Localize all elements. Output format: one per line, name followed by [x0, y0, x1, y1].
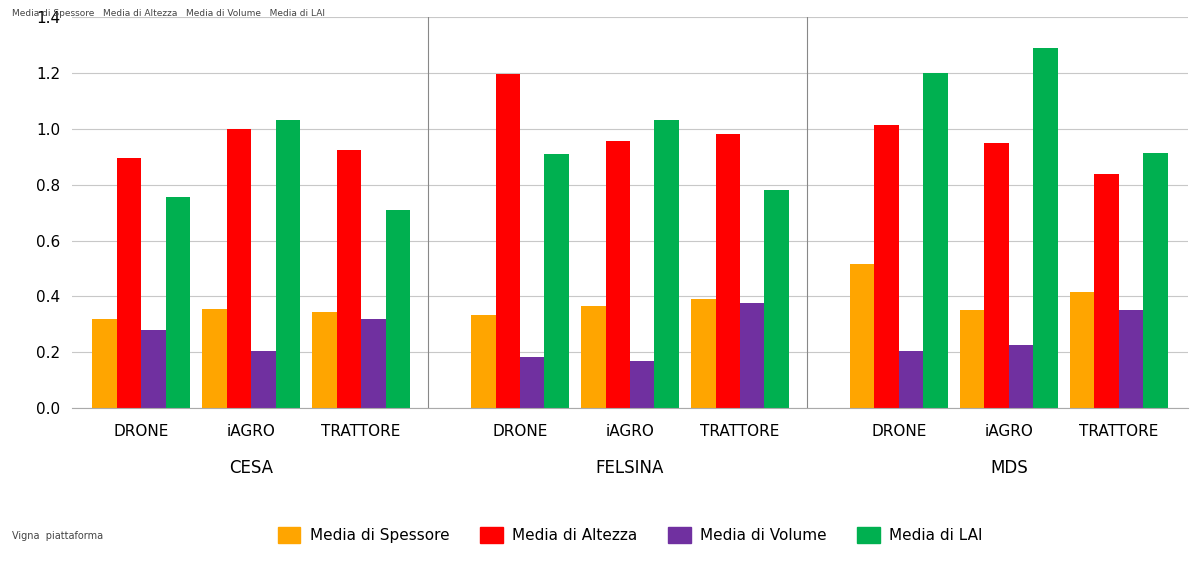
Bar — [166, 197, 190, 408]
Bar — [337, 150, 361, 408]
Bar — [899, 351, 923, 408]
Bar — [850, 264, 875, 408]
Bar — [1033, 48, 1057, 408]
Bar — [520, 357, 545, 408]
Bar — [740, 303, 764, 408]
Bar — [1144, 153, 1168, 408]
Bar — [312, 312, 337, 408]
Bar — [227, 129, 251, 408]
Bar — [764, 191, 788, 408]
Bar — [1094, 174, 1118, 408]
Bar — [142, 330, 166, 408]
Bar — [203, 309, 227, 408]
Text: CESA: CESA — [229, 459, 274, 477]
Text: FELSINA: FELSINA — [596, 459, 664, 477]
Bar — [472, 315, 496, 408]
Bar — [1009, 345, 1033, 408]
Text: Media di Spessore   Media di Altezza   Media di Volume   Media di LAI: Media di Spessore Media di Altezza Media… — [12, 9, 325, 18]
Bar — [581, 306, 606, 408]
Bar — [654, 120, 679, 408]
Bar — [923, 73, 948, 408]
Bar — [545, 154, 569, 408]
Bar — [960, 311, 984, 408]
Bar — [116, 158, 142, 408]
Bar — [630, 361, 654, 408]
Bar — [496, 74, 520, 408]
Bar — [276, 120, 300, 408]
Bar — [385, 210, 410, 408]
Bar — [1118, 311, 1144, 408]
Bar — [92, 319, 116, 408]
Bar — [251, 351, 276, 408]
Bar — [606, 141, 630, 408]
Text: Vigna  piattaforma: Vigna piattaforma — [12, 531, 103, 541]
Text: MDS: MDS — [990, 459, 1027, 477]
Bar — [691, 299, 715, 408]
Legend: Media di Spessore, Media di Altezza, Media di Volume, Media di LAI: Media di Spessore, Media di Altezza, Med… — [271, 521, 989, 549]
Bar — [361, 319, 385, 408]
Bar — [875, 125, 899, 408]
Bar — [1070, 292, 1094, 408]
Bar — [984, 143, 1009, 408]
Bar — [715, 134, 740, 408]
